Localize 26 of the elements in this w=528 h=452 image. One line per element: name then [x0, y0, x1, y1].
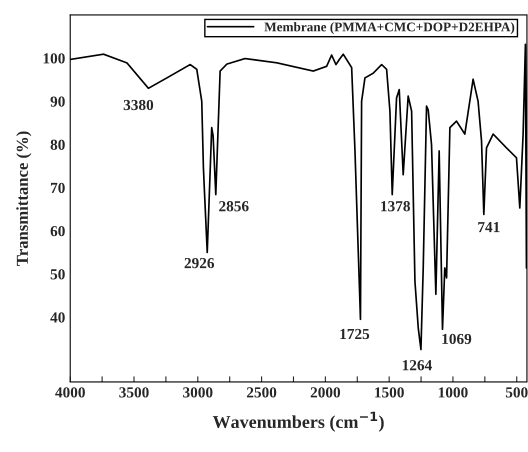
x-tick-label: 1500: [375, 387, 404, 398]
y-tick-label: 60: [50, 226, 65, 236]
x-tick-label: 4000: [55, 387, 85, 398]
y-tick-label: 90: [50, 96, 65, 107]
annotation: 2926: [184, 258, 214, 268]
annotation: 1264: [402, 360, 432, 370]
x-tick-label: 2500: [246, 387, 276, 398]
annotation: 741: [478, 222, 500, 232]
annotation: 1725: [340, 328, 370, 340]
x-tick-label: 3000: [183, 387, 212, 398]
annotation: 2856: [219, 201, 249, 212]
y-tick-label: 80: [50, 140, 65, 150]
legend-label: Membrane (PMMA+CMC+DOP+D2EHPA): [264, 22, 514, 34]
y-tick-label: 40: [50, 312, 65, 323]
y-axis-title: Transmittance (%): [16, 132, 32, 266]
annotation: 1069: [442, 334, 472, 344]
annotation: 1378: [381, 201, 410, 212]
annotation: 3380: [124, 100, 154, 110]
x-tick-label: 2000: [310, 387, 340, 398]
x-axis-title: Wavenumbers (cm$^{−1}$): [212, 412, 384, 432]
x-tick-label: 500: [506, 387, 528, 398]
x-tick-label: 1000: [438, 387, 468, 398]
y-tick-label: 100: [44, 53, 65, 64]
y-tick-label: 50: [50, 269, 65, 280]
y-tick-label: 70: [50, 182, 65, 194]
x-tick-label: 3500: [119, 387, 149, 398]
